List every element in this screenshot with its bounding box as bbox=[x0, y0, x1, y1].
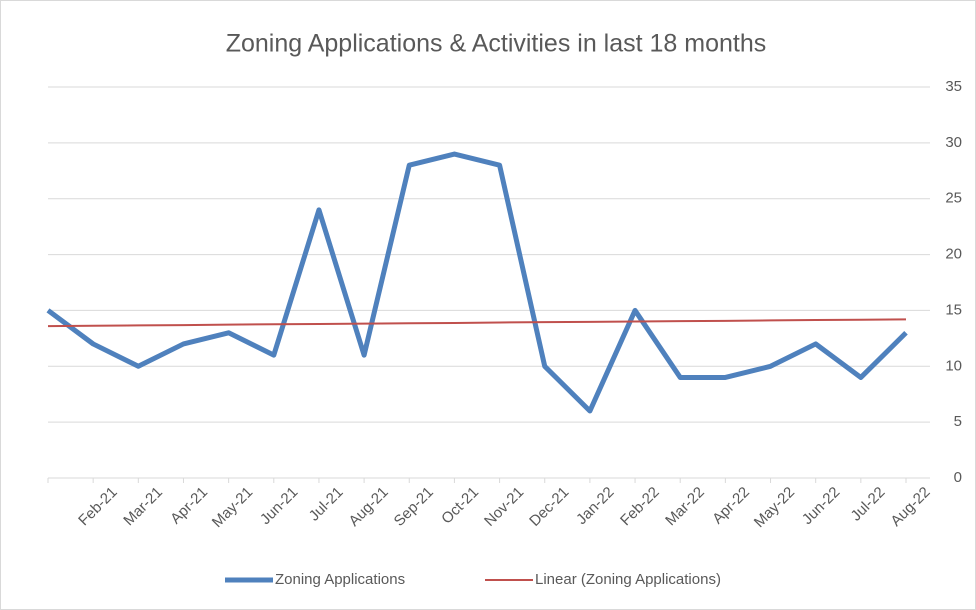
y-tick-label: 0 bbox=[954, 469, 962, 486]
y-tick-label: 25 bbox=[945, 190, 962, 207]
y-tick-label: 30 bbox=[945, 134, 962, 151]
y-tick-label: 15 bbox=[945, 301, 962, 318]
y-tick-label: 35 bbox=[945, 78, 962, 95]
y-tick-label: 10 bbox=[945, 357, 962, 374]
y-tick-label: 5 bbox=[954, 413, 962, 430]
y-tick-label: 20 bbox=[945, 246, 962, 263]
legend-label: Zoning Applications bbox=[275, 571, 405, 588]
data-line bbox=[47, 318, 907, 328]
chart-title: Zoning Applications & Activities in last… bbox=[226, 30, 767, 58]
legend-label: Linear (Zoning Applications) bbox=[535, 571, 721, 588]
data-line bbox=[46, 151, 908, 414]
